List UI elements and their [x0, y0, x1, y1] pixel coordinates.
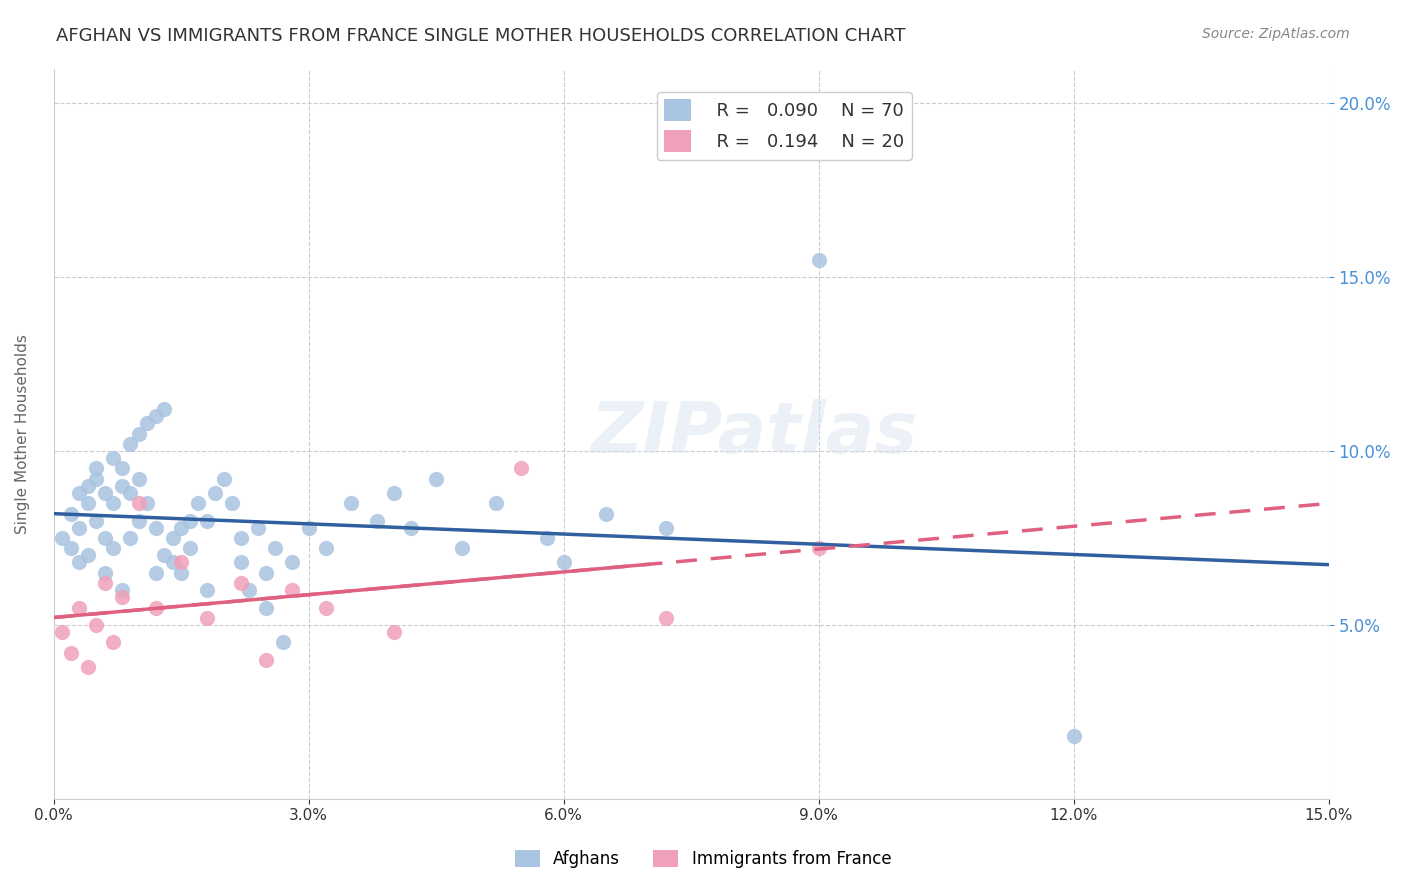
Point — [229, 531, 252, 545]
Text: Source: ZipAtlas.com: Source: ZipAtlas.com — [1202, 27, 1350, 41]
Point — [145, 566, 167, 580]
Point — [84, 514, 107, 528]
Point — [128, 496, 150, 510]
Point — [84, 461, 107, 475]
Point — [76, 549, 98, 563]
Point — [101, 450, 124, 465]
Point — [76, 659, 98, 673]
Point — [67, 600, 90, 615]
Point — [84, 618, 107, 632]
Point — [170, 520, 193, 534]
Point — [51, 624, 73, 639]
Point — [111, 479, 134, 493]
Point — [485, 496, 508, 510]
Point — [120, 531, 142, 545]
Point — [93, 566, 115, 580]
Point — [366, 514, 388, 528]
Point — [254, 653, 277, 667]
Point — [145, 520, 167, 534]
Point — [67, 520, 90, 534]
Point — [654, 611, 676, 625]
Point — [254, 600, 277, 615]
Point — [153, 549, 176, 563]
Point — [382, 624, 405, 639]
Point — [111, 461, 134, 475]
Point — [382, 485, 405, 500]
Point — [76, 479, 98, 493]
Legend:   R =   0.090    N = 70,   R =   0.194    N = 20: R = 0.090 N = 70, R = 0.194 N = 20 — [657, 92, 911, 160]
Point — [229, 555, 252, 569]
Point — [145, 600, 167, 615]
Point — [280, 555, 302, 569]
Point — [67, 485, 90, 500]
Point — [162, 555, 184, 569]
Point — [1063, 729, 1085, 743]
Point — [136, 416, 159, 430]
Point — [315, 600, 337, 615]
Point — [450, 541, 472, 556]
Point — [67, 555, 90, 569]
Point — [654, 520, 676, 534]
Point — [807, 252, 830, 267]
Point — [136, 496, 159, 510]
Point — [162, 531, 184, 545]
Point — [271, 635, 294, 649]
Y-axis label: Single Mother Households: Single Mother Households — [15, 334, 30, 533]
Point — [170, 566, 193, 580]
Point — [120, 437, 142, 451]
Point — [93, 485, 115, 500]
Point — [59, 507, 82, 521]
Point — [93, 576, 115, 591]
Point — [59, 541, 82, 556]
Text: ZIPatlas: ZIPatlas — [592, 399, 918, 468]
Point — [111, 590, 134, 604]
Point — [595, 507, 617, 521]
Point — [510, 461, 533, 475]
Point — [807, 541, 830, 556]
Point — [315, 541, 337, 556]
Point — [84, 472, 107, 486]
Point — [195, 514, 218, 528]
Point — [101, 496, 124, 510]
Point — [170, 555, 193, 569]
Point — [51, 531, 73, 545]
Point — [153, 402, 176, 417]
Point — [179, 514, 201, 528]
Point — [101, 541, 124, 556]
Point — [263, 541, 285, 556]
Point — [179, 541, 201, 556]
Point — [59, 646, 82, 660]
Point — [229, 576, 252, 591]
Point — [101, 635, 124, 649]
Point — [298, 520, 321, 534]
Point — [553, 555, 575, 569]
Text: AFGHAN VS IMMIGRANTS FROM FRANCE SINGLE MOTHER HOUSEHOLDS CORRELATION CHART: AFGHAN VS IMMIGRANTS FROM FRANCE SINGLE … — [56, 27, 905, 45]
Point — [212, 472, 235, 486]
Point — [128, 514, 150, 528]
Point — [187, 496, 209, 510]
Point — [120, 485, 142, 500]
Point — [145, 409, 167, 424]
Point — [221, 496, 243, 510]
Point — [195, 611, 218, 625]
Point — [93, 531, 115, 545]
Point — [280, 583, 302, 598]
Point — [204, 485, 226, 500]
Legend: Afghans, Immigrants from France: Afghans, Immigrants from France — [508, 843, 898, 875]
Point — [76, 496, 98, 510]
Point — [111, 583, 134, 598]
Point — [254, 566, 277, 580]
Point — [238, 583, 260, 598]
Point — [128, 472, 150, 486]
Point — [399, 520, 422, 534]
Point — [340, 496, 363, 510]
Point — [536, 531, 558, 545]
Point — [195, 583, 218, 598]
Point — [246, 520, 269, 534]
Point — [425, 472, 447, 486]
Point — [128, 426, 150, 441]
